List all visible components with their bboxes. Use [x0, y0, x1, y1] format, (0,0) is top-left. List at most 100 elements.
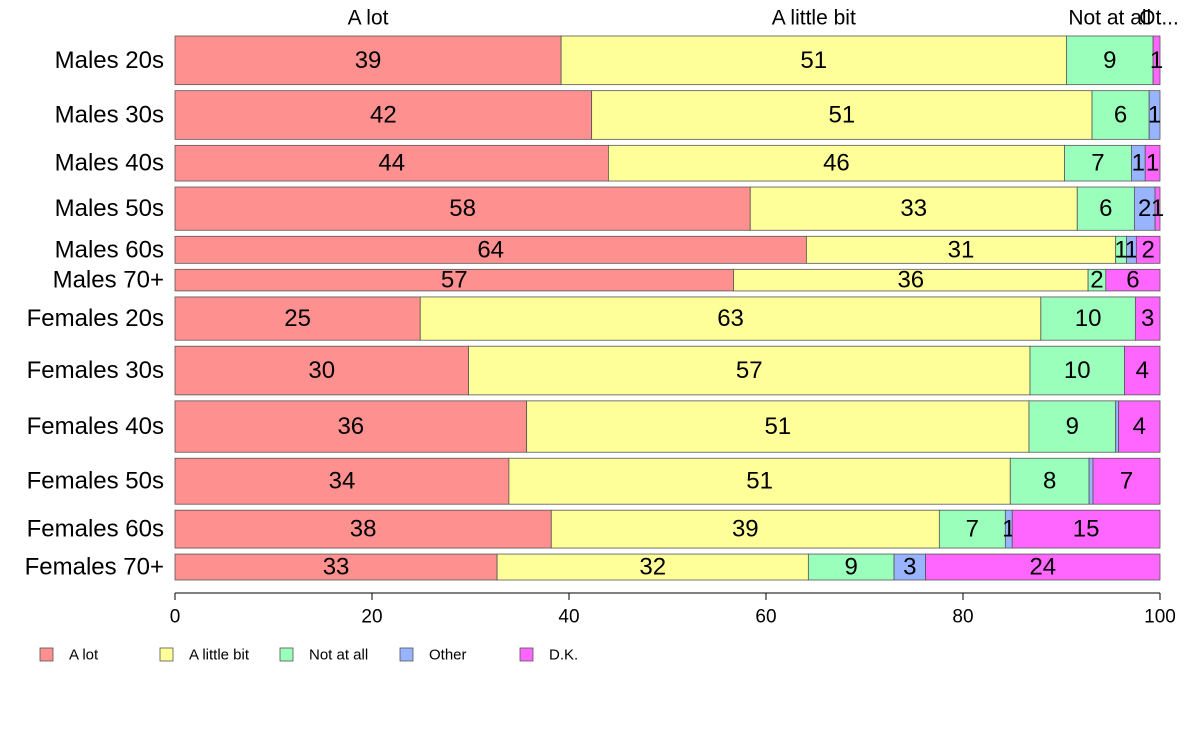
top-category-labels: A lot A little bit Not at allOt... — [348, 7, 1179, 30]
bar-segment-d-k — [1135, 235, 1161, 264]
category-label: Males 20s — [55, 47, 164, 74]
bar-segment-not-at-all — [1091, 90, 1150, 140]
bar-segment-a-little-bit — [508, 457, 1011, 505]
data-label: 9 — [1103, 47, 1116, 74]
category-label: Males 30s — [55, 102, 164, 129]
bar-segment-a-lot — [174, 296, 421, 341]
legend-item-a-little-bit: A little bit — [159, 647, 250, 664]
bar-segment-a-little-bit — [749, 186, 1078, 231]
data-label: 9 — [845, 554, 858, 581]
data-label: 33 — [900, 195, 927, 222]
legend-label: Other — [429, 647, 467, 664]
x-tick-label: 0 — [170, 607, 181, 628]
data-label: 34 — [329, 468, 356, 495]
top-category-label: Ot... — [1139, 7, 1179, 30]
data-label: 64 — [477, 236, 504, 263]
bar-segment-d-k — [1011, 509, 1161, 549]
bar-segment-d-k — [1152, 35, 1161, 86]
data-label: 39 — [355, 47, 382, 74]
bar-segment-d-k — [1105, 268, 1161, 292]
bar-segment-a-lot — [174, 345, 469, 396]
data-label: 8 — [1043, 468, 1056, 495]
bar-segment-d-k — [1092, 457, 1161, 505]
data-label: 1 — [1132, 150, 1145, 177]
data-label: 33 — [323, 554, 350, 581]
data-label: 25 — [284, 305, 311, 332]
data-label: 51 — [746, 468, 773, 495]
data-label: 51 — [828, 102, 855, 129]
data-label: 2 — [1138, 195, 1151, 222]
bar-segment-a-little-bit — [560, 35, 1067, 86]
legend-label: A lot — [69, 647, 99, 664]
data-label: 46 — [823, 150, 850, 177]
bar-segment-d-k — [1118, 400, 1161, 453]
category-labels: Males 20s Males 30s Males 40s Males 50s Male… — [25, 47, 164, 581]
bars: 39 51 9 142 51 6 144 46 7 1 158 33 6 2 164 31 11 257 36 2 62… — [174, 35, 1164, 581]
category-label: Males 70+ — [53, 267, 164, 294]
legend-label: D.K. — [549, 647, 578, 664]
data-label: 3 — [903, 554, 916, 581]
data-label: 63 — [717, 305, 744, 332]
bar-segment-not-at-all — [1029, 345, 1125, 396]
bar-segment-not-at-all — [1009, 457, 1090, 505]
data-label: 1 — [1125, 236, 1138, 263]
data-label: 32 — [639, 554, 666, 581]
data-label: 2 — [1142, 236, 1155, 263]
category-label: Females 40s — [27, 413, 164, 440]
category-label: Females 50s — [27, 468, 164, 495]
data-label: 6 — [1126, 267, 1139, 294]
x-tick-label: 40 — [558, 607, 579, 628]
category-label: Females 30s — [27, 357, 164, 384]
bar-segment-d-k — [1124, 345, 1161, 396]
legend-label: A little bit — [189, 647, 250, 664]
data-label: 1 — [1114, 236, 1127, 263]
bar-row-females-70: 33 32 9 3 24 — [174, 553, 1161, 581]
data-label: 1 — [1151, 195, 1164, 222]
bar-row-males-50s: 58 33 6 2 1 — [174, 186, 1164, 231]
data-label: 1 — [1148, 102, 1161, 129]
legend-item-not-at-all: Not at all — [279, 647, 368, 664]
data-label: 15 — [1073, 516, 1100, 543]
category-label: Females 70+ — [25, 554, 164, 581]
bar-segment-other — [1148, 90, 1161, 140]
legend-item-other: Other — [399, 647, 467, 664]
category-label: Males 40s — [55, 150, 164, 177]
data-label: 4 — [1136, 357, 1149, 384]
bar-row-males-70: 57 36 2 6 — [174, 267, 1161, 294]
bar-segment-a-lot — [174, 144, 609, 182]
top-category-label: Not at all — [1068, 7, 1151, 30]
bar-segment-a-lot — [174, 235, 807, 264]
bar-row-males-20s: 39 51 9 1 — [174, 35, 1163, 86]
data-label: 7 — [1091, 150, 1104, 177]
data-label: 4 — [1133, 413, 1146, 440]
data-label: 38 — [350, 516, 377, 543]
bar-segment-d-k — [925, 553, 1161, 581]
data-label: 7 — [966, 516, 979, 543]
data-label: 24 — [1029, 554, 1056, 581]
bar-row-females-40s: 36 51 9 4 — [174, 400, 1161, 453]
bar-segment-a-little-bit — [805, 235, 1117, 264]
data-label: 57 — [441, 267, 468, 294]
bar-segment-a-lot — [174, 457, 510, 505]
bar-row-females-60s: 38 39 7 1 15 — [174, 509, 1161, 549]
bar-segment-d-k — [1144, 144, 1161, 182]
data-label: 51 — [800, 47, 827, 74]
bar-segment-a-lot — [174, 90, 593, 140]
top-category-label: A lot — [348, 7, 389, 30]
data-label: 44 — [378, 150, 405, 177]
bar-segment-not-at-all — [938, 509, 1006, 549]
category-label: Males 60s — [55, 236, 164, 263]
category-label: Females 20s — [27, 305, 164, 332]
bar-segment-a-lot — [174, 186, 751, 231]
data-label: 7 — [1120, 468, 1133, 495]
bar-segment-d-k — [1154, 186, 1161, 231]
bar-row-females-30s: 30 57 10 4 — [174, 345, 1161, 396]
data-label: 42 — [370, 102, 397, 129]
legend-swatch — [39, 647, 54, 662]
bar-segment-not-at-all — [1028, 400, 1117, 453]
x-tick-label: 100 — [1144, 607, 1176, 628]
bar-row-males-40s: 44 46 7 1 1 — [174, 144, 1161, 182]
legend-item-d-k: D.K. — [519, 647, 578, 664]
x-tick-label: 20 — [361, 607, 382, 628]
